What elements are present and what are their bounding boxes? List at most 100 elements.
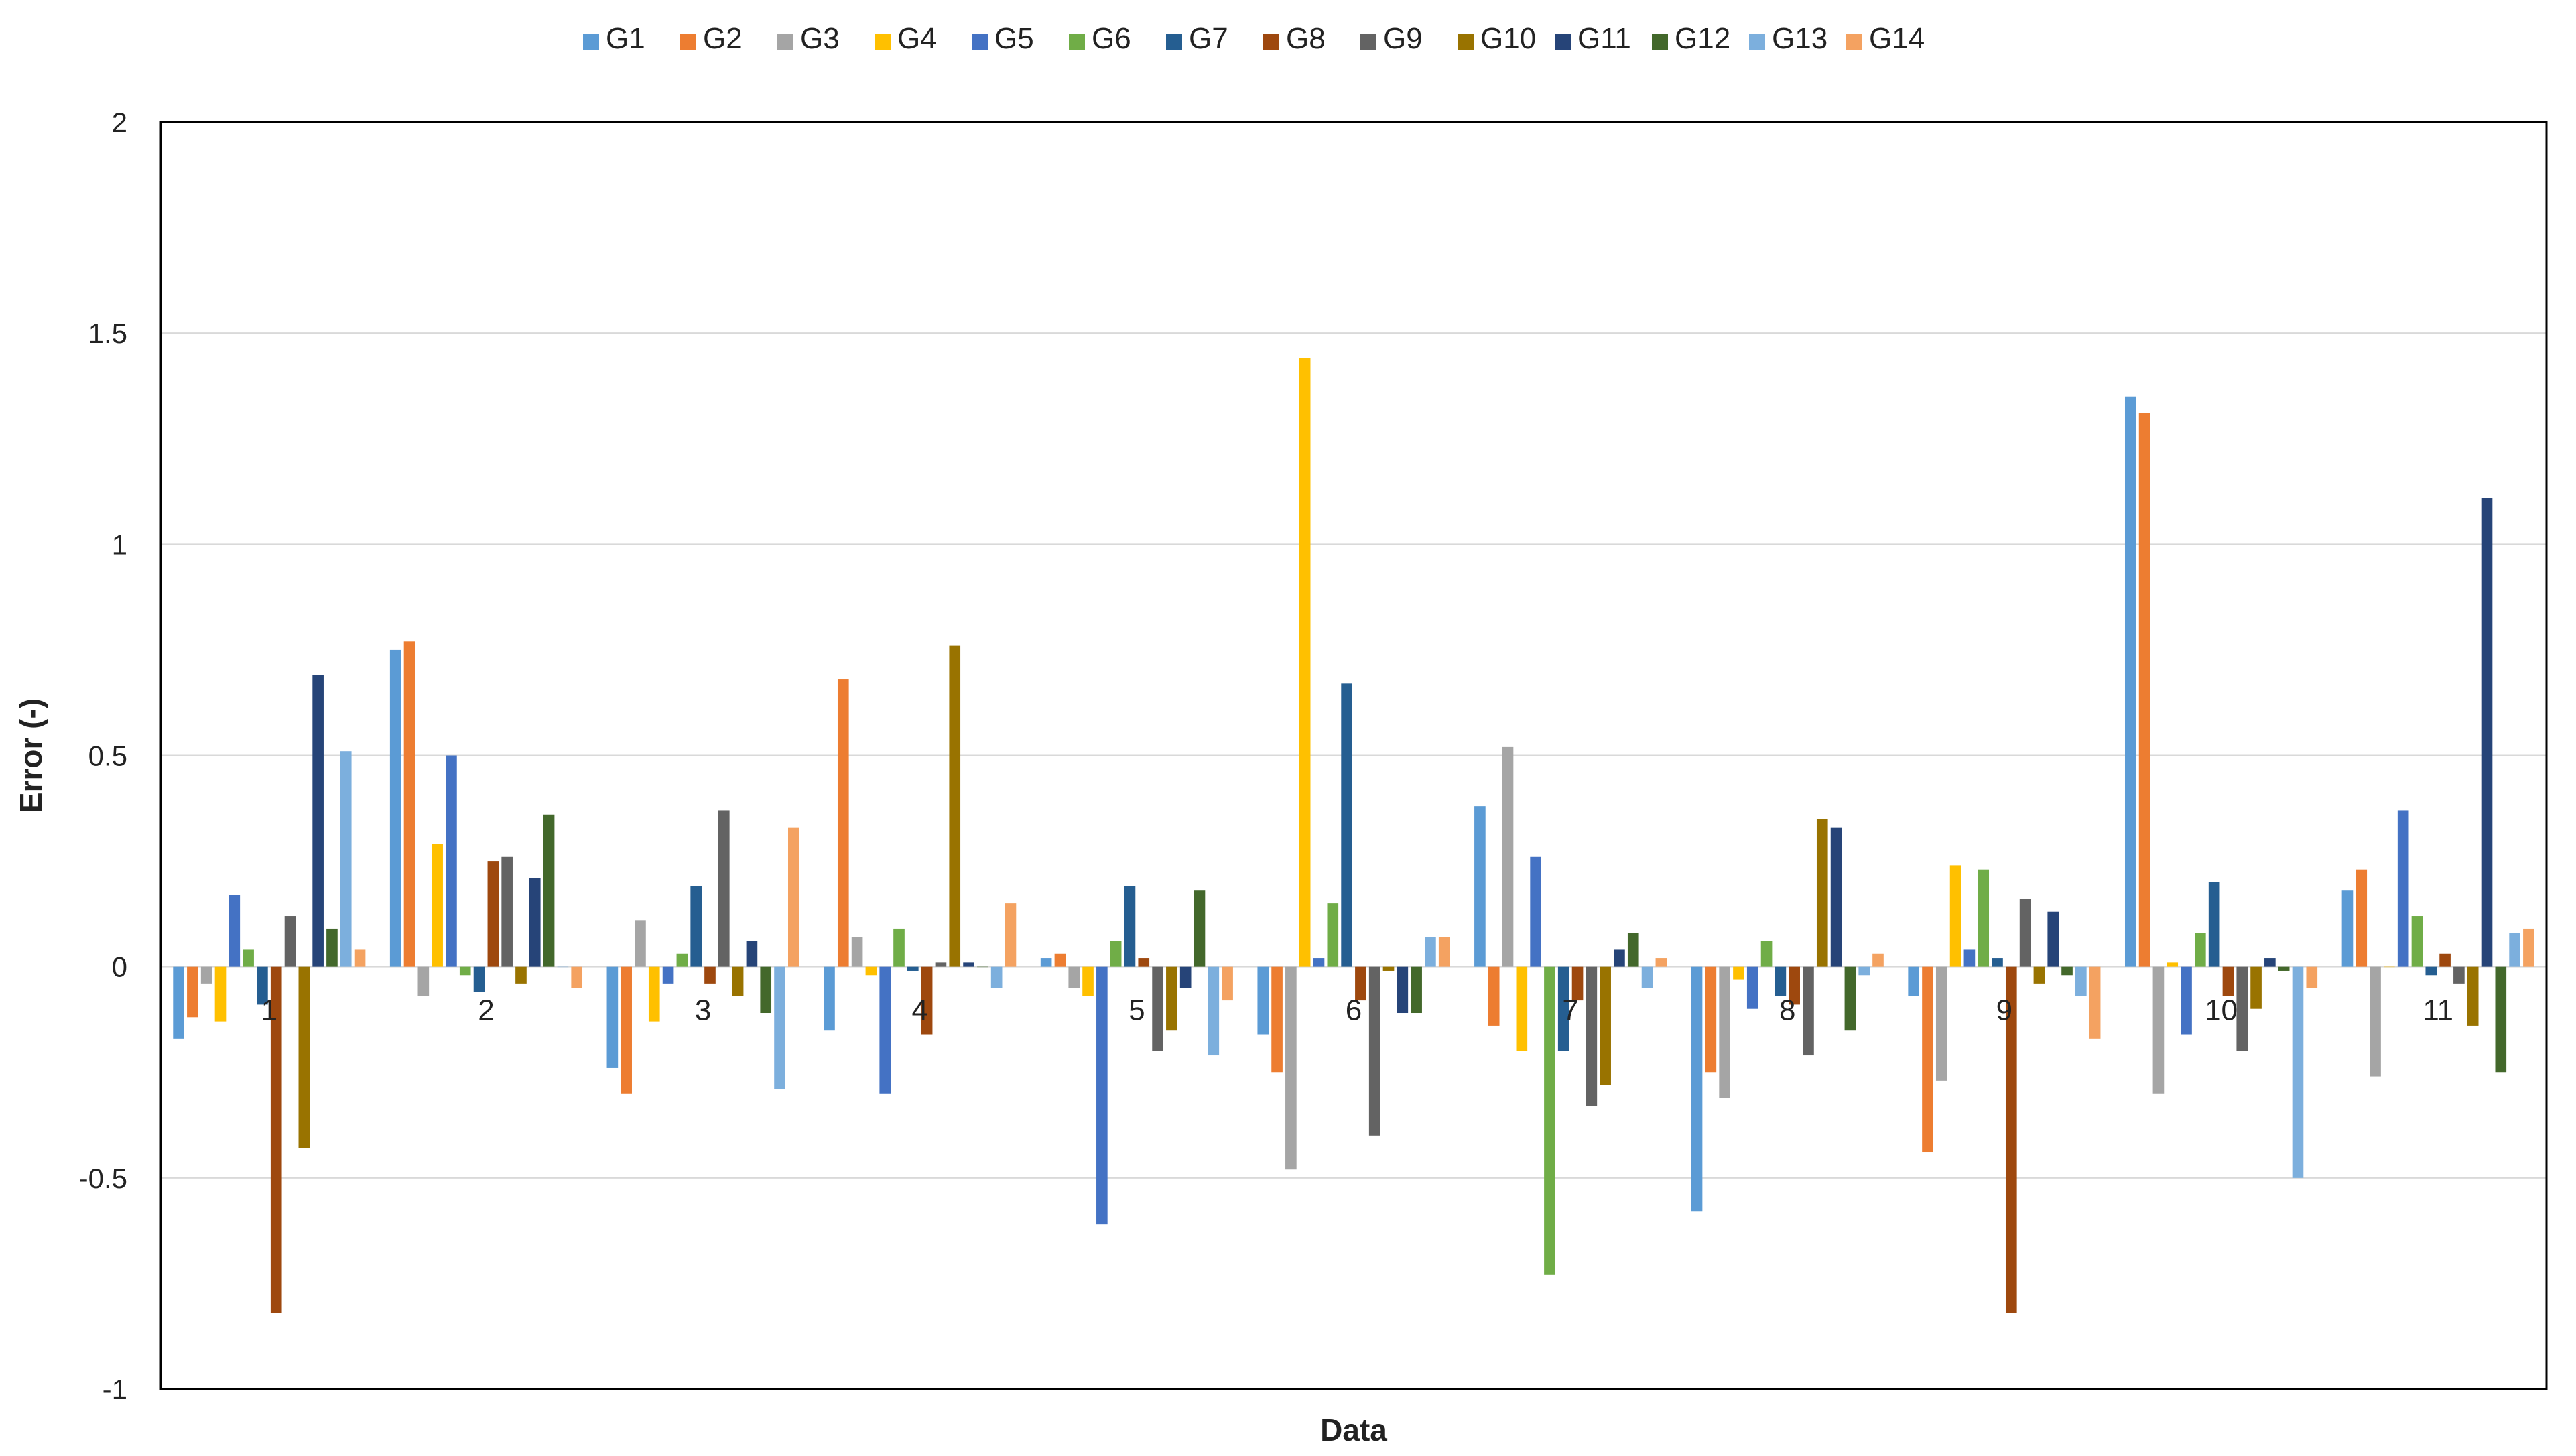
bar-g4-cat-6 xyxy=(1299,358,1311,967)
bar-g10-cat-7 xyxy=(1600,966,1611,1085)
bar-g10-cat-2 xyxy=(515,966,527,984)
legend-label-g4: G4 xyxy=(897,22,937,55)
bar-g4-cat-10 xyxy=(2167,962,2179,967)
bar-g2-cat-4 xyxy=(837,679,849,967)
legend-label-g10: G10 xyxy=(1480,22,1536,55)
bar-g11-cat-11 xyxy=(2481,498,2493,967)
bar-g4-cat-9 xyxy=(1949,865,1961,967)
bar-g12-cat-7 xyxy=(1627,933,1639,967)
legend-label-g13: G13 xyxy=(1772,22,1827,55)
y-tick-label: -1 xyxy=(103,1374,127,1405)
y-tick-label: 0 xyxy=(112,951,127,983)
bar-g2-cat-6 xyxy=(1271,966,1283,1073)
x-axis-title: Data xyxy=(1320,1412,1387,1447)
x-category-label: 4 xyxy=(911,994,927,1027)
bar-g3-cat-4 xyxy=(851,937,863,967)
bar-g7-cat-7 xyxy=(1557,966,1569,1051)
x-category-label: 9 xyxy=(1996,994,2012,1027)
y-tick-label: 1 xyxy=(112,529,127,560)
bar-g2-cat-5 xyxy=(1054,953,1066,967)
legend-label-g8: G8 xyxy=(1286,22,1326,55)
bar-g8-cat-6 xyxy=(1355,966,1366,1001)
bar-g11-cat-6 xyxy=(1397,966,1409,1014)
legend-swatch-g4 xyxy=(875,34,891,50)
legend-label-g5: G5 xyxy=(994,22,1034,55)
bar-g6-cat-7 xyxy=(1544,966,1555,1275)
bar-g12-cat-8 xyxy=(1844,966,1856,1031)
bar-g13-cat-10 xyxy=(2292,966,2304,1178)
bar-g1-cat-1 xyxy=(173,966,184,1039)
bar-g14-cat-3 xyxy=(788,827,799,967)
bar-g7-cat-11 xyxy=(2425,966,2437,976)
x-category-label: 7 xyxy=(1562,994,1578,1027)
x-category-label: 2 xyxy=(478,994,494,1027)
bar-g5-cat-3 xyxy=(662,966,674,984)
bar-g6-cat-1 xyxy=(243,949,254,967)
bar-g12-cat-3 xyxy=(760,966,772,1014)
bar-g4-cat-1 xyxy=(214,966,227,1022)
legend-label-g1: G1 xyxy=(606,22,645,55)
x-category-label: 5 xyxy=(1129,994,1145,1027)
bar-g1-cat-2 xyxy=(389,649,401,967)
bar-g12-cat-2 xyxy=(543,814,555,967)
bar-g6-cat-5 xyxy=(1110,941,1122,967)
legend-swatch-g6 xyxy=(1069,34,1085,50)
bar-g10-cat-11 xyxy=(2467,966,2479,1026)
bar-g9-cat-6 xyxy=(1368,966,1380,1136)
bar-g9-cat-3 xyxy=(718,810,730,967)
bar-g9-cat-9 xyxy=(2019,899,2031,967)
legend-swatch-g13 xyxy=(1749,34,1765,50)
y-tick-label: 2 xyxy=(112,107,127,138)
bar-g7-cat-1 xyxy=(257,966,268,1005)
legend-swatch-g12 xyxy=(1652,34,1668,50)
bar-g10-cat-9 xyxy=(2033,966,2045,984)
bar-g5-cat-2 xyxy=(446,755,457,967)
bar-g14-cat-4 xyxy=(1005,903,1017,967)
bar-g3-cat-1 xyxy=(200,966,212,984)
bar-g10-cat-1 xyxy=(298,966,310,1148)
bar-g3-cat-5 xyxy=(1068,966,1080,988)
x-category-label: 8 xyxy=(1779,994,1795,1027)
bar-g3-cat-9 xyxy=(1935,966,1947,1081)
bar-g11-cat-8 xyxy=(1830,827,1842,967)
bar-g11-cat-5 xyxy=(1179,966,1192,988)
bar-g1-cat-11 xyxy=(2341,890,2354,967)
bar-g9-cat-4 xyxy=(935,962,947,967)
bar-g11-cat-9 xyxy=(2047,911,2059,967)
bar-g9-cat-7 xyxy=(1586,966,1598,1106)
bar-g11-cat-7 xyxy=(1614,949,1625,967)
bar-g13-cat-7 xyxy=(1641,966,1653,988)
bar-g6-cat-4 xyxy=(893,928,905,967)
x-category-label: 6 xyxy=(1346,994,1362,1027)
bar-g12-cat-5 xyxy=(1194,890,1206,967)
bar-g7-cat-6 xyxy=(1341,683,1352,967)
legend-label-g6: G6 xyxy=(1092,22,1131,55)
bar-g13-cat-6 xyxy=(1425,937,1436,967)
bar-g12-cat-9 xyxy=(2061,966,2073,976)
bar-g1-cat-5 xyxy=(1040,958,1052,967)
bar-g14-cat-8 xyxy=(1872,953,1884,967)
y-axis-ticks: 2 1.5 1 0.5 0 -0.5 -1 xyxy=(79,107,127,1405)
bar-g1-cat-7 xyxy=(1474,806,1486,967)
bar-g13-cat-2 xyxy=(557,966,569,968)
bar-g8-cat-1 xyxy=(270,966,282,1313)
bar-g5-cat-1 xyxy=(229,895,241,967)
bar-g6-cat-2 xyxy=(459,966,471,976)
legend-label-g7: G7 xyxy=(1189,22,1228,55)
bar-g3-cat-2 xyxy=(417,966,430,996)
bar-g5-cat-10 xyxy=(2181,966,2192,1035)
bar-g8-cat-9 xyxy=(2005,966,2017,1313)
bar-g9-cat-5 xyxy=(1152,966,1163,1051)
bar-g13-cat-3 xyxy=(774,966,785,1089)
bar-g5-cat-8 xyxy=(1746,966,1758,1009)
bar-g11-cat-10 xyxy=(2264,958,2276,967)
bar-g5-cat-11 xyxy=(2397,810,2409,967)
bar-g11-cat-2 xyxy=(529,878,541,967)
bar-g1-cat-8 xyxy=(1691,966,1703,1212)
bar-g1-cat-10 xyxy=(2124,396,2136,967)
bar-g14-cat-10 xyxy=(2306,966,2318,988)
legend-swatch-g9 xyxy=(1360,34,1376,50)
bar-g5-cat-5 xyxy=(1096,966,1108,1225)
legend-label-g2: G2 xyxy=(703,22,743,55)
bar-g3-cat-11 xyxy=(2370,966,2381,1077)
